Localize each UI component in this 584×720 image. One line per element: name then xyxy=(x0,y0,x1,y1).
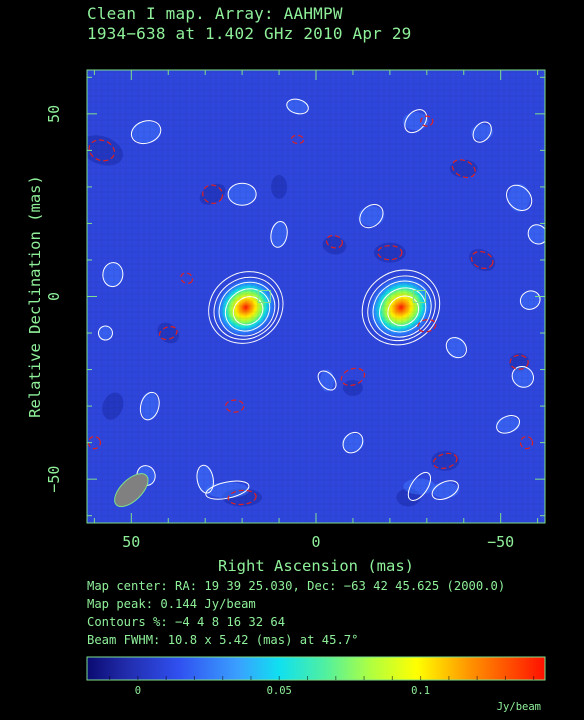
beam-fwhm-text: Beam FWHM: 10.8 x 5.42 (mas) at 45.7° xyxy=(87,633,359,647)
positive-contour xyxy=(342,431,364,454)
negative-contour xyxy=(88,139,116,162)
colorbar-tick-label: 0 xyxy=(135,685,141,697)
y-tick-label: 0 xyxy=(45,292,63,301)
positive-contour xyxy=(407,471,432,501)
negative-contour xyxy=(432,452,458,469)
positive-contour xyxy=(227,182,257,206)
positive-contour xyxy=(506,184,533,211)
colorbar-tick-label: 0.1 xyxy=(411,685,430,697)
component-marker xyxy=(257,290,271,303)
positive-contour xyxy=(359,204,384,229)
negative-contour xyxy=(519,436,534,450)
positive-contour xyxy=(317,370,337,391)
negative-contour xyxy=(180,272,194,285)
map-center-text: Map center: RA: 19 39 25.030, Dec: −63 4… xyxy=(87,579,506,593)
beam-ellipse xyxy=(114,473,149,508)
positive-contour xyxy=(286,98,309,115)
negative-contour xyxy=(420,115,434,127)
x-tick-label: −50 xyxy=(487,533,514,551)
x-tick-label: 50 xyxy=(122,533,140,551)
positive-contour xyxy=(130,120,162,145)
positive-contour xyxy=(102,262,124,288)
contours-text: Contours %: −4 4 8 16 32 64 xyxy=(87,615,286,629)
negative-contour xyxy=(417,319,437,333)
positive-contour xyxy=(431,480,459,500)
negative-contour xyxy=(227,489,257,506)
negative-contour xyxy=(470,250,494,269)
positive-contour xyxy=(496,415,520,434)
positive-contour xyxy=(205,480,250,500)
negative-contour xyxy=(509,354,529,370)
negative-contour xyxy=(158,326,178,341)
colorbar-unit-label: Jy/beam xyxy=(497,701,541,713)
positive-contour xyxy=(519,290,541,310)
x-axis-label: Right Ascension (mas) xyxy=(218,557,414,575)
positive-contour xyxy=(511,365,534,388)
y-axis-label: Relative Declination (mas) xyxy=(26,175,44,418)
negative-contour xyxy=(290,134,305,145)
x-tick-label: 0 xyxy=(311,533,320,551)
chart-title: Clean I map. Array: AAHMPW xyxy=(87,4,343,23)
negative-contour xyxy=(202,184,224,204)
positive-contour xyxy=(270,221,288,248)
y-tick-label: 50 xyxy=(45,105,63,123)
colorbar-tick-label: 0.05 xyxy=(267,685,292,697)
component-marker xyxy=(412,290,426,303)
negative-contour xyxy=(87,436,101,450)
chart-subtitle: 1934−638 at 1.402 GHz 2010 Apr 29 xyxy=(87,24,412,43)
positive-contour xyxy=(97,325,113,341)
y-tick-label: −50 xyxy=(45,466,63,493)
negative-contour xyxy=(225,399,245,413)
positive-contour xyxy=(404,109,428,134)
positive-contour xyxy=(472,121,492,143)
positive-contour xyxy=(445,337,467,359)
negative-contour xyxy=(451,159,476,179)
negative-contour xyxy=(340,367,366,387)
map-peak-text: Map peak: 0.144 Jy/beam xyxy=(87,597,256,611)
positive-contour xyxy=(139,391,160,421)
negative-contour xyxy=(377,245,403,261)
positive-contour xyxy=(196,464,214,494)
colorbar xyxy=(86,656,546,681)
negative-contour xyxy=(325,234,343,249)
